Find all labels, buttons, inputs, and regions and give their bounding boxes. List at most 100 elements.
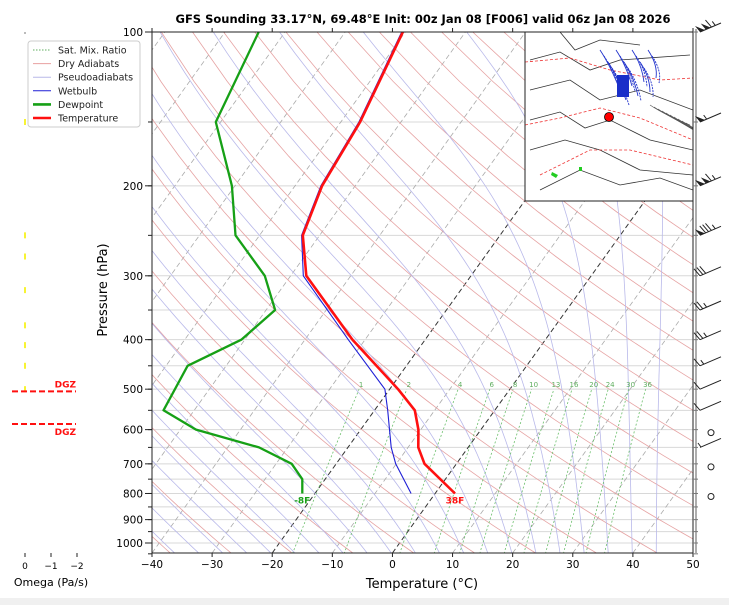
temperature-contour xyxy=(635,55,648,88)
x-axis-label: Temperature (°C) xyxy=(365,577,478,592)
wetbulb-line xyxy=(301,32,412,494)
cold-pool xyxy=(617,75,629,97)
y-tick-label: 800 xyxy=(123,488,143,500)
mixing-ratio-label: 4 xyxy=(458,381,463,389)
mixing-ratio-line xyxy=(399,389,459,553)
dry-adiabat xyxy=(316,32,693,351)
dry-adiabat xyxy=(152,168,598,553)
y-tick-label: 300 xyxy=(123,271,143,283)
y-tick-label: 1000 xyxy=(116,538,143,550)
y-tick-label: 700 xyxy=(123,459,143,471)
pseudoadiabat xyxy=(152,483,224,553)
temperature-contour xyxy=(631,49,645,83)
legend-label: Pseudoadiabats xyxy=(58,73,133,84)
isotherm xyxy=(692,552,693,553)
barb-flag xyxy=(693,268,701,277)
barb-pennant xyxy=(695,26,705,32)
pseudoadiabat xyxy=(152,206,440,553)
barb-flag xyxy=(696,331,704,339)
mixing-ratio-line xyxy=(585,389,629,553)
dgz-bottom-label: DGZ xyxy=(55,428,77,438)
mixing-ratio-line xyxy=(523,389,573,553)
dry-adiabat xyxy=(152,480,232,553)
mixing-ratio-label: 6 xyxy=(490,381,495,389)
pseudoadiabat xyxy=(152,154,465,553)
legend-label: Temperature xyxy=(57,114,118,125)
isotherm xyxy=(152,32,406,387)
barb-half-flag xyxy=(700,359,705,365)
pseudoadiabat xyxy=(152,92,489,553)
temperature-contour xyxy=(651,55,661,84)
series-layer xyxy=(162,32,456,495)
pseudoadiabat xyxy=(152,435,272,553)
pseudoadiabat xyxy=(362,32,585,553)
barb-staff xyxy=(699,437,722,448)
wind-barb xyxy=(693,356,722,367)
barb-flag xyxy=(705,223,712,231)
isobar-contour xyxy=(559,32,641,51)
dry-adiabat xyxy=(152,270,476,553)
legend-label: Dry Adiabats xyxy=(58,59,119,70)
wind-barb xyxy=(693,379,722,390)
y-tick-label: 200 xyxy=(123,181,143,193)
temperature-contour xyxy=(643,67,654,98)
mixing-ratio-label: 2 xyxy=(407,381,411,389)
isotherm xyxy=(152,32,526,553)
isobar-contour xyxy=(681,120,693,129)
height-contour xyxy=(525,57,693,81)
legend-frame xyxy=(27,40,141,128)
inset-map xyxy=(524,31,694,202)
dry-adiabat xyxy=(379,32,693,294)
pseudoadiabat xyxy=(655,32,664,553)
temperature-contour xyxy=(623,61,639,97)
surface-dewpoint-label: -8F xyxy=(294,496,310,506)
pseudoadiabat xyxy=(152,249,416,553)
barb-staff xyxy=(699,379,722,390)
isobar-contour xyxy=(685,122,693,129)
pseudoadiabat xyxy=(279,32,561,553)
mixing-ratio-line xyxy=(459,389,514,553)
temperature-line xyxy=(301,32,456,495)
dgz-top-label: DGZ xyxy=(55,380,77,390)
omega-axis-label: Omega (Pa/s) xyxy=(14,576,88,589)
barb-half-flag xyxy=(711,174,716,180)
dry-adiabat xyxy=(152,426,293,553)
barb-half-flag xyxy=(697,442,702,448)
omega-panel: 0 −1 −2 Omega (Pa/s) DGZ DGZ xyxy=(12,32,88,589)
x-tick-label: −30 xyxy=(201,559,223,571)
pseudoadiabat xyxy=(573,32,633,553)
pseudoadiabat xyxy=(212,32,537,553)
height-contour xyxy=(539,149,693,176)
mixing-ratio-label: 13 xyxy=(551,381,560,389)
isotherm xyxy=(152,32,466,470)
barb-flag xyxy=(705,173,712,182)
barb-pennant xyxy=(695,229,705,236)
dry-adiabat xyxy=(285,32,693,381)
mixing-ratio-label: 20 xyxy=(589,381,598,389)
barb-pennant xyxy=(695,115,705,122)
pseudoadiabat xyxy=(152,459,248,553)
dewpoint-line xyxy=(162,32,304,494)
isobar-contour xyxy=(539,169,693,191)
barb-pennant xyxy=(700,177,711,184)
temperature-contour xyxy=(615,49,633,87)
isobar-contour xyxy=(677,118,693,130)
y-tick-label: 600 xyxy=(123,425,143,437)
mixing-ratio-line xyxy=(604,389,646,553)
barb-flag xyxy=(693,402,701,411)
height-contour xyxy=(525,107,693,141)
wind-barbs xyxy=(693,19,722,555)
y-tick-label: 400 xyxy=(123,335,143,347)
barb-flag xyxy=(699,266,707,274)
dry-adiabat xyxy=(410,32,693,266)
temperature-contour xyxy=(639,61,651,93)
legend: Sat. Mix. Ratio Dry Adiabats Pseudoadiabat… xyxy=(27,40,141,128)
legend-label: Wetbulb xyxy=(58,86,97,97)
mixing-ratio-line xyxy=(343,389,408,553)
calm-wind-circle xyxy=(707,429,715,437)
barb-staff xyxy=(699,356,722,367)
dry-adiabat xyxy=(160,32,693,507)
barb-flag xyxy=(693,332,701,340)
